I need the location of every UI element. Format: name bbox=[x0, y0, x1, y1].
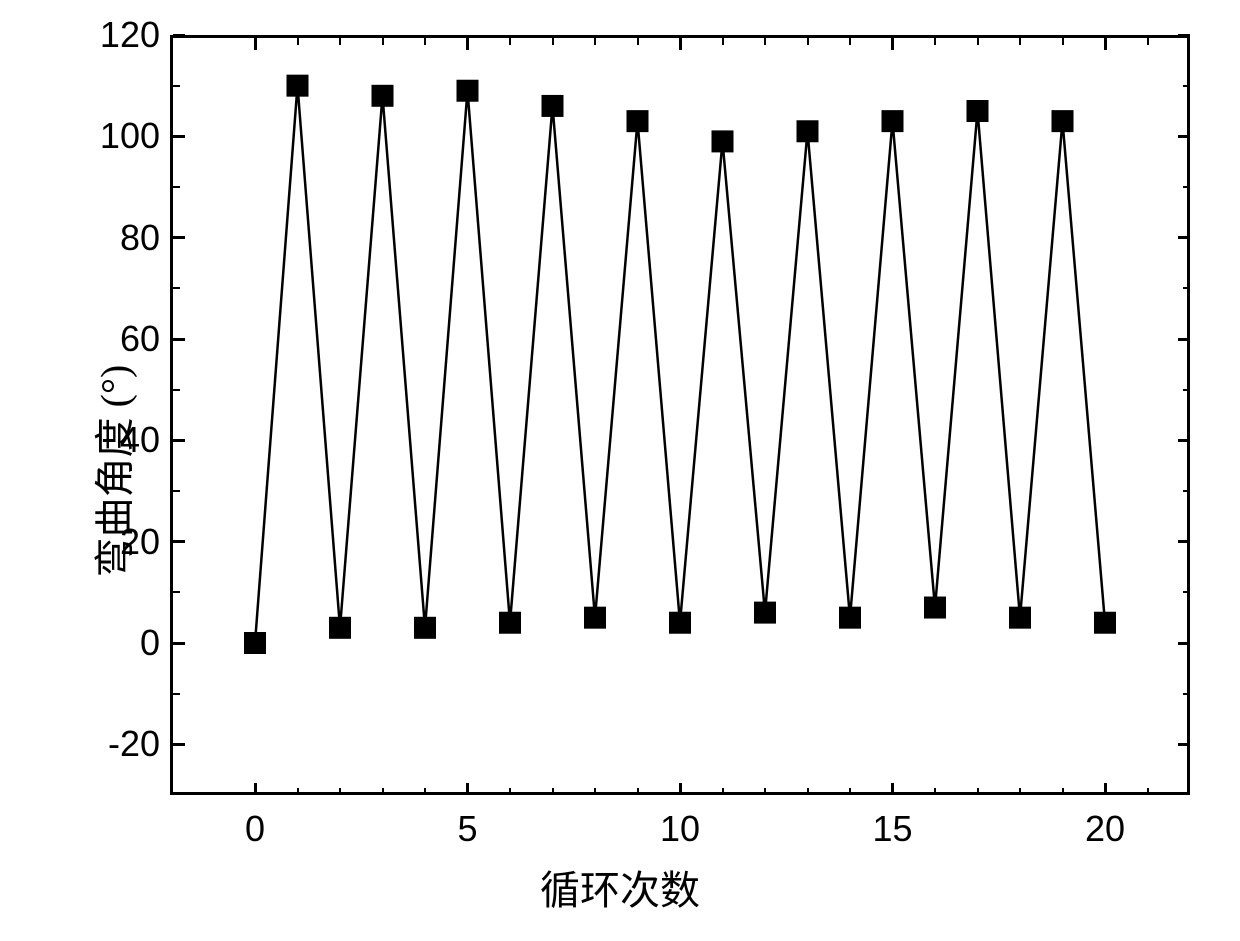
y-tick-label: 60 bbox=[120, 318, 160, 360]
chart-container: 弯曲角度 (°) 循环次数 -20020406080100120 0510152… bbox=[0, 0, 1240, 941]
data-marker bbox=[754, 602, 776, 624]
data-line bbox=[255, 86, 1105, 643]
data-marker bbox=[329, 617, 351, 639]
data-marker bbox=[712, 130, 734, 152]
y-tick-label: 20 bbox=[120, 521, 160, 563]
data-marker bbox=[627, 110, 649, 132]
data-marker bbox=[797, 120, 819, 142]
data-marker bbox=[499, 612, 521, 634]
y-tick-label: 120 bbox=[100, 14, 160, 56]
data-marker bbox=[839, 607, 861, 629]
y-tick-label: 40 bbox=[120, 419, 160, 461]
data-marker bbox=[457, 80, 479, 102]
data-marker bbox=[542, 95, 564, 117]
y-tick-label: 80 bbox=[120, 217, 160, 259]
y-tick-label: 100 bbox=[100, 115, 160, 157]
data-marker bbox=[924, 597, 946, 619]
data-markers bbox=[244, 75, 1116, 654]
x-tick-label: 5 bbox=[457, 808, 477, 850]
x-tick-label: 0 bbox=[245, 808, 265, 850]
data-marker bbox=[669, 612, 691, 634]
y-tick-label: 0 bbox=[140, 622, 160, 664]
data-marker bbox=[882, 110, 904, 132]
data-marker bbox=[372, 85, 394, 107]
data-marker bbox=[1009, 607, 1031, 629]
x-tick-label: 10 bbox=[660, 808, 700, 850]
data-marker bbox=[1094, 612, 1116, 634]
data-marker bbox=[967, 100, 989, 122]
data-marker bbox=[1052, 110, 1074, 132]
data-marker bbox=[244, 632, 266, 654]
y-tick-label: -20 bbox=[108, 723, 160, 765]
data-marker bbox=[287, 75, 309, 97]
x-tick-label: 20 bbox=[1085, 808, 1125, 850]
data-layer bbox=[170, 35, 1190, 795]
x-axis-label: 循环次数 bbox=[540, 858, 700, 916]
data-marker bbox=[584, 607, 606, 629]
x-tick-label: 15 bbox=[872, 808, 912, 850]
data-marker bbox=[414, 617, 436, 639]
